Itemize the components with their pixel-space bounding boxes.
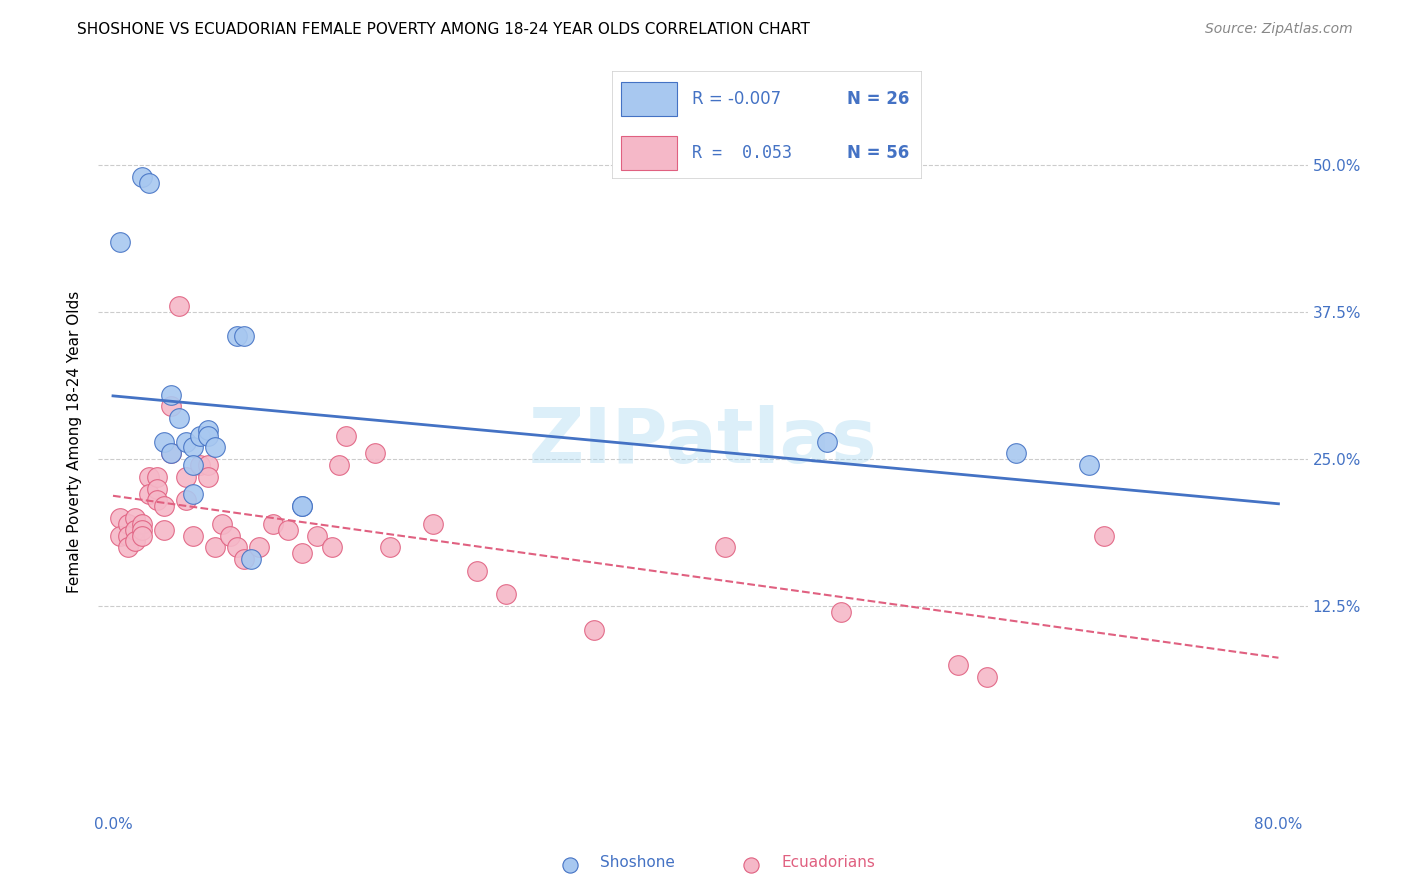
Point <box>305 528 328 542</box>
Point <box>669 830 692 845</box>
Point <box>946 657 969 672</box>
Text: Ecuadorians: Ecuadorians <box>782 855 876 870</box>
Point <box>174 470 197 484</box>
Point <box>190 458 212 472</box>
Point <box>225 541 247 555</box>
Point <box>197 423 219 437</box>
Point <box>218 528 240 542</box>
Point <box>110 511 132 525</box>
Point <box>378 541 401 555</box>
Point <box>247 541 270 555</box>
Point <box>197 428 219 442</box>
Point <box>174 434 197 449</box>
Point <box>197 458 219 472</box>
Point <box>225 328 247 343</box>
Point <box>815 434 838 449</box>
Point <box>1092 528 1115 542</box>
Point <box>364 446 387 460</box>
Point <box>145 482 167 496</box>
Point <box>495 587 517 601</box>
Point <box>889 830 911 845</box>
Point <box>160 399 183 413</box>
Point <box>422 516 444 531</box>
Point <box>124 534 146 549</box>
Point <box>328 458 350 472</box>
Point <box>160 387 183 401</box>
Text: Shoshone: Shoshone <box>600 855 675 870</box>
Point <box>145 493 167 508</box>
Point <box>321 541 343 555</box>
Point <box>174 493 197 508</box>
Point <box>181 458 204 472</box>
Point <box>181 528 204 542</box>
Point <box>240 552 263 566</box>
Point <box>204 541 226 555</box>
Point <box>291 499 314 513</box>
Point <box>233 328 256 343</box>
Text: Source: ZipAtlas.com: Source: ZipAtlas.com <box>1205 22 1353 37</box>
Point <box>262 516 284 531</box>
Point <box>117 528 139 542</box>
Text: R = -0.007: R = -0.007 <box>692 90 782 108</box>
Point <box>233 552 256 566</box>
Point <box>714 541 737 555</box>
Point <box>124 511 146 525</box>
Point <box>582 623 605 637</box>
Point <box>124 523 146 537</box>
Point <box>976 669 998 683</box>
Point <box>167 299 190 313</box>
Point <box>204 441 226 455</box>
FancyBboxPatch shape <box>621 136 676 169</box>
Point <box>110 235 132 249</box>
Point <box>181 487 204 501</box>
Point <box>117 516 139 531</box>
Point <box>291 499 314 513</box>
Text: N = 26: N = 26 <box>846 90 910 108</box>
Point <box>465 564 488 578</box>
Point <box>153 434 176 449</box>
Point <box>131 528 153 542</box>
Point <box>145 470 167 484</box>
Point <box>160 446 183 460</box>
FancyBboxPatch shape <box>621 82 676 116</box>
Point <box>197 470 219 484</box>
Point <box>110 528 132 542</box>
Point <box>138 487 160 501</box>
Point <box>131 170 153 185</box>
Point <box>1078 458 1101 472</box>
Point <box>277 523 299 537</box>
Point <box>291 546 314 560</box>
Y-axis label: Female Poverty Among 18-24 Year Olds: Female Poverty Among 18-24 Year Olds <box>67 291 83 592</box>
Point <box>830 605 852 619</box>
Text: ZIPatlas: ZIPatlas <box>529 405 877 478</box>
Point <box>1005 446 1028 460</box>
Point <box>117 541 139 555</box>
Text: R =  0.053: R = 0.053 <box>692 144 792 161</box>
Point <box>160 446 183 460</box>
Point <box>131 516 153 531</box>
Point <box>181 441 204 455</box>
Point <box>131 523 153 537</box>
Point <box>138 470 160 484</box>
Text: SHOSHONE VS ECUADORIAN FEMALE POVERTY AMONG 18-24 YEAR OLDS CORRELATION CHART: SHOSHONE VS ECUADORIAN FEMALE POVERTY AM… <box>77 22 810 37</box>
Point <box>153 499 176 513</box>
Point <box>167 411 190 425</box>
Point <box>211 516 233 531</box>
Point <box>138 176 160 190</box>
Point <box>153 523 176 537</box>
Point <box>190 428 212 442</box>
Text: N = 56: N = 56 <box>846 144 908 161</box>
Point <box>335 428 357 442</box>
